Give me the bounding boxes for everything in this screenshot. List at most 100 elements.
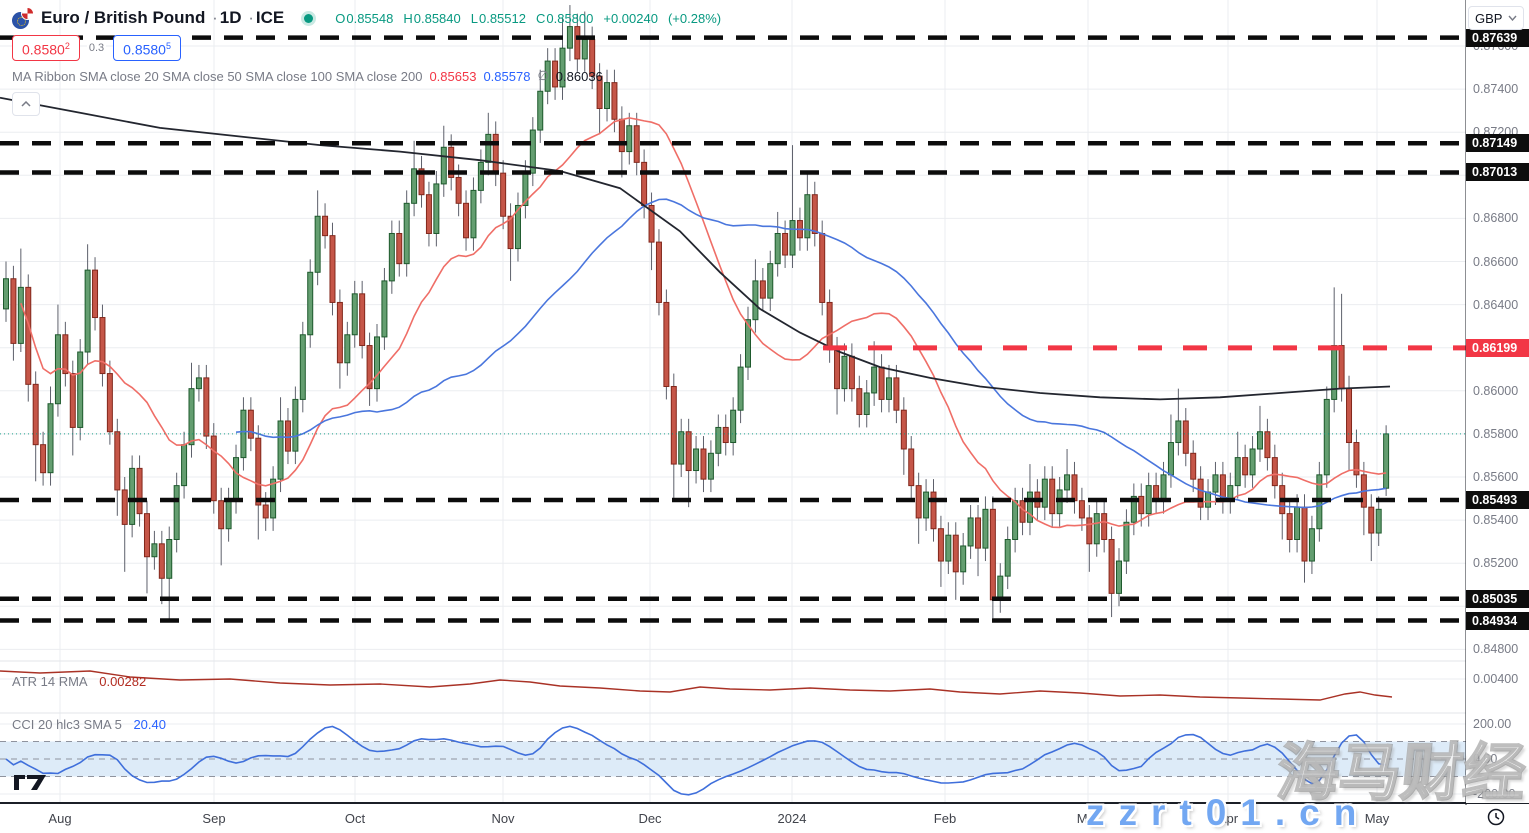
- sma-20-line: [20, 117, 1387, 529]
- candle-body: [641, 161, 648, 206]
- price-tick: 0.86000: [1473, 383, 1519, 398]
- candle-body: [470, 189, 477, 239]
- title-separator: ·: [212, 8, 218, 27]
- ask-price-button[interactable]: 0.85805: [113, 35, 181, 61]
- candle-body: [514, 204, 521, 250]
- candle-body: [967, 517, 974, 547]
- candle-body: [752, 280, 759, 321]
- candle-body: [1242, 457, 1249, 476]
- ma-ribbon-value-fast: 0.85653: [429, 68, 477, 84]
- candle-body: [507, 215, 514, 250]
- candle-body: [1338, 345, 1345, 390]
- candle-body: [463, 202, 470, 239]
- atr-line: [0, 670, 1393, 701]
- candle-body: [158, 543, 165, 579]
- time-axis-label: Nov: [491, 811, 515, 826]
- eurgbp-flag-icon: [12, 7, 33, 29]
- cci-label: CCI 20 hlc3 SMA 5: [12, 717, 122, 732]
- price-tick: 0.85600: [1473, 470, 1519, 484]
- time-axis[interactable]: Aug Sep Oct Nov Dec 2024 Feb Mar Apr May: [0, 805, 1529, 833]
- candle-body: [1012, 500, 1019, 540]
- candle-body: [32, 383, 39, 446]
- candle-body: [84, 269, 91, 353]
- cci-axis-tick: 0.00: [1473, 752, 1498, 766]
- candle-body: [826, 301, 833, 351]
- candle-body: [381, 280, 388, 338]
- time-axis-label: Mar: [1076, 811, 1100, 826]
- candle-body: [1256, 431, 1263, 450]
- candle-body: [166, 538, 173, 579]
- candle-body: [960, 545, 967, 573]
- legend-collapse-button[interactable]: [12, 92, 40, 116]
- cci-legend[interactable]: CCI 20 hlc3 SMA 5 20.40: [12, 717, 166, 732]
- candle-body: [292, 398, 299, 452]
- candle-body: [1071, 474, 1078, 502]
- candle-body: [670, 385, 677, 465]
- change-value: +0.00240: [603, 10, 658, 26]
- candle-body: [678, 431, 685, 465]
- candle-body: [1234, 457, 1241, 487]
- currency-selector-button[interactable]: GBP: [1468, 6, 1524, 30]
- candle-body: [722, 426, 729, 444]
- candle-body: [1294, 506, 1301, 540]
- candle-body: [1049, 478, 1056, 515]
- candle-body: [1116, 560, 1122, 594]
- candle-body: [374, 336, 380, 390]
- candle-body: [1308, 528, 1315, 562]
- candle-body: [433, 183, 440, 234]
- ma-ribbon-label[interactable]: MA Ribbon SMA close 20 SMA close 50 SMA …: [12, 68, 423, 84]
- candle-body: [774, 232, 781, 265]
- market-status-icon[interactable]: [304, 13, 314, 23]
- atr-legend[interactable]: ATR 14 RMA 0.00282: [12, 674, 146, 689]
- bid-price-button[interactable]: 0.85802: [12, 35, 80, 61]
- candle-body: [715, 426, 722, 454]
- cci-value: 20.40: [133, 717, 166, 732]
- candle-body: [1301, 506, 1308, 562]
- candle-body: [218, 500, 225, 530]
- candle-body: [789, 220, 796, 256]
- candle-body: [893, 377, 900, 411]
- candle-body: [1264, 431, 1271, 459]
- candle-body: [655, 241, 662, 303]
- candle-body: [388, 232, 395, 282]
- time-axis-label: Apr: [1217, 811, 1239, 826]
- symbol-title[interactable]: Euro / British Pound · 1D · ICE: [41, 8, 285, 27]
- candle-body: [730, 409, 737, 444]
- price-axis[interactable]: 0.876000.874000.872000.868000.866000.864…: [1466, 0, 1529, 803]
- candle-body: [77, 351, 84, 428]
- candle-body: [121, 489, 128, 525]
- candle-body: [322, 215, 329, 237]
- time-axis-label: Sep: [202, 811, 226, 826]
- clock-icon[interactable]: [1486, 807, 1506, 827]
- price-tick: 0.85800: [1473, 426, 1519, 441]
- ma-ribbon-value-avg: 0.86036: [555, 68, 603, 84]
- candle-body: [151, 543, 158, 558]
- candle-body: [982, 508, 989, 549]
- candlestick-series: [3, 5, 1390, 621]
- candle-body: [1331, 345, 1338, 400]
- candle-body: [181, 444, 188, 487]
- candle-body: [1205, 491, 1212, 508]
- candle-body: [537, 90, 544, 131]
- candle-body: [544, 60, 551, 92]
- candle-body: [25, 286, 32, 385]
- candle-body: [618, 118, 625, 153]
- cci-axis-tick: -200.00: [1473, 787, 1516, 801]
- candle-body: [863, 392, 870, 416]
- candle-body: [403, 202, 410, 265]
- candle-body: [143, 513, 150, 558]
- candle-body: [856, 388, 863, 416]
- price-tick: 0.86400: [1473, 297, 1519, 312]
- candle-body: [885, 377, 892, 400]
- candle-body: [1130, 495, 1137, 523]
- interval-label[interactable]: 1D: [219, 8, 242, 27]
- candle-body: [425, 194, 432, 234]
- candle-body: [1353, 442, 1360, 476]
- candle-body: [1286, 513, 1293, 540]
- tradingview-logo[interactable]: [13, 774, 49, 792]
- ma-ribbon-value-mid: 0.85578: [483, 68, 531, 84]
- candle-body: [975, 517, 982, 549]
- candle-body: [233, 457, 240, 502]
- candle-body: [10, 278, 17, 344]
